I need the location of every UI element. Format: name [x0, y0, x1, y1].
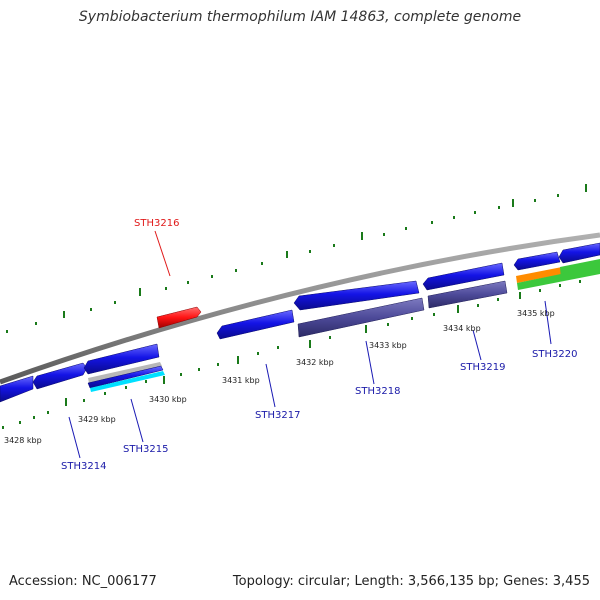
gene-feature	[513, 251, 561, 271]
scale-label: 3432 kbp	[296, 358, 334, 367]
gene-feature-STH3216	[156, 306, 202, 329]
accession-text: Accession: NC_006177	[9, 574, 157, 589]
scale-label: 3430 kbp	[149, 395, 187, 404]
gene-feature	[87, 365, 164, 389]
gene-feature	[83, 343, 160, 375]
lower-tick-track	[2, 280, 581, 429]
gene-feature	[216, 309, 295, 340]
gene-feature	[516, 267, 563, 283]
gene-feature	[422, 262, 505, 291]
gene-feature	[427, 280, 508, 309]
gene-label-STH3218: STH3218	[355, 386, 400, 397]
genome-summary-text: Topology: circular; Length: 3,566,135 bp…	[232, 574, 590, 589]
gene-feature	[558, 242, 600, 264]
gene-feature	[32, 362, 88, 390]
gene-labels: STH3214 STH3215 STH3216 STH3217 STH3218 …	[61, 218, 577, 472]
gene-label-STH3217: STH3217	[255, 410, 300, 421]
gene-feature	[297, 297, 425, 338]
scale-labels: 3428 kbp 3429 kbp 3430 kbp 3431 kbp 3432…	[4, 309, 555, 445]
scale-label: 3431 kbp	[222, 376, 260, 385]
gene-feature	[517, 266, 600, 290]
scale-label: 3433 kbp	[369, 341, 407, 350]
scale-label: 3435 kbp	[517, 309, 555, 318]
gene-feature	[90, 371, 165, 392]
upper-tick-track	[6, 184, 587, 333]
gene-feature	[293, 280, 420, 311]
scale-label: 3429 kbp	[78, 415, 116, 424]
scale-label: 3434 kbp	[443, 324, 481, 333]
gene-label-STH3216: STH3216	[134, 218, 179, 229]
map-title: Symbiobacterium thermophilum IAM 14863, …	[78, 9, 522, 25]
feature-gene-arrows	[0, 242, 600, 403]
gene-label-STH3220: STH3220	[532, 349, 577, 360]
gene-label-leaders	[68, 230, 552, 459]
gene-feature	[0, 375, 34, 403]
gene-label-STH3215: STH3215	[123, 444, 168, 455]
genome-backbone	[0, 232, 600, 385]
gene-feature	[88, 362, 162, 383]
scale-label: 3428 kbp	[4, 436, 42, 445]
gene-label-STH3214: STH3214	[61, 461, 106, 472]
gene-label-STH3219: STH3219	[460, 362, 505, 373]
